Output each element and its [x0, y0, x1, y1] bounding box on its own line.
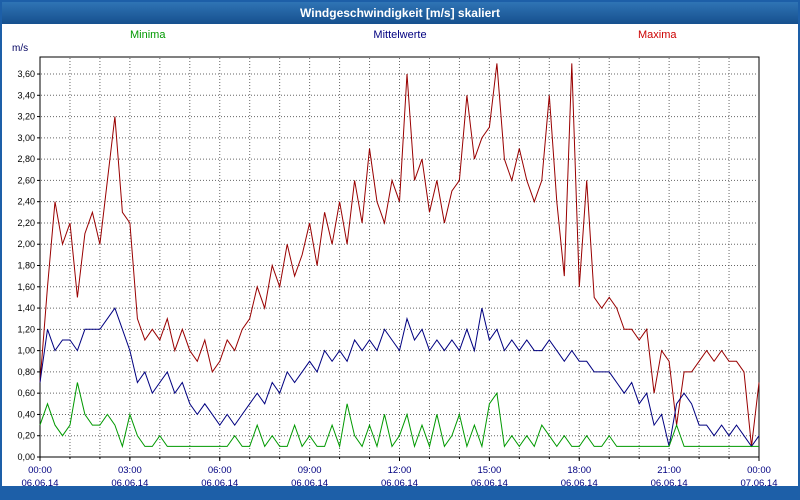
bottom-bar — [2, 486, 798, 498]
y-tick-label: 0,60 — [17, 388, 35, 398]
y-tick-label: 2,00 — [17, 239, 35, 249]
x-date-label: 06.06.14 — [651, 478, 688, 488]
chart-svg: Minima Mittelwerte Maxima m/s 0,000,200,… — [12, 29, 778, 489]
x-tick-label: 06:00 — [208, 465, 232, 476]
x-tick-label: 15:00 — [477, 465, 501, 476]
x-date-label: 06.06.14 — [291, 478, 328, 488]
series-mittelwerte-line — [39, 307, 760, 448]
y-tick-label: 2,40 — [17, 197, 35, 207]
y-tick-label: 1,00 — [17, 346, 35, 356]
series-minima-line — [39, 382, 759, 449]
x-tick-label: 00:00 — [747, 465, 771, 476]
unit-label: m/s — [12, 43, 28, 54]
y-tick-label: 1,80 — [17, 261, 35, 271]
x-date-label: 06.06.14 — [22, 478, 59, 488]
x-date-label: 07.06.14 — [741, 478, 778, 488]
legend-minima: Minima — [130, 29, 166, 41]
x-tick-label: 09:00 — [298, 465, 322, 476]
y-tick-label: 0,80 — [17, 367, 35, 377]
x-tick-label: 03:00 — [118, 465, 142, 476]
x-tick-label: 00:00 — [28, 465, 52, 476]
plot-group: 0,00 0,20 0,40 0,60 0,80 1,00 1,20 1,40 1,60 1,80… — [17, 56, 778, 489]
x-tick-label: 12:00 — [388, 465, 412, 476]
x-date-label: 06.06.14 — [471, 478, 508, 488]
x-tick-label: 18:00 — [567, 465, 591, 476]
y-tick-label: 0,20 — [17, 431, 35, 441]
y-tick-label: 2,20 — [17, 218, 35, 228]
x-date-label: 06.06.14 — [381, 478, 418, 488]
y-tick-label: 3,20 — [17, 112, 35, 122]
y-tick-label: 3,00 — [17, 133, 35, 143]
x-date-label: 06.06.14 — [561, 478, 598, 488]
x-tick-label: 21:00 — [657, 465, 681, 476]
chart-area: Minima Mittelwerte Maxima m/s 0,00 0,20 0,… — [2, 24, 798, 489]
y-tick-label: 3,40 — [17, 90, 35, 100]
x-date-label: 06.06.14 — [111, 478, 148, 488]
y-tick-label: 0,40 — [17, 409, 35, 419]
x-date-label: 06.06.14 — [201, 478, 238, 488]
legend-mittelwerte: Mittelwerte — [373, 29, 426, 41]
y-tick-label: 1,40 — [17, 303, 35, 313]
legend-maxima: Maxima — [638, 29, 677, 41]
y-tick-label: 1,60 — [17, 282, 35, 292]
y-tick-label: 2,60 — [17, 175, 35, 185]
series-maxima-line — [39, 63, 760, 447]
y-tick-label: 1,20 — [17, 324, 35, 334]
y-tick-label: 3,60 — [17, 69, 35, 79]
y-tick-label: 2,80 — [17, 154, 35, 164]
chart-title: Windgeschwindigkeit [m/s] skaliert — [2, 2, 798, 24]
y-tick-label: 0,00 — [17, 452, 35, 462]
